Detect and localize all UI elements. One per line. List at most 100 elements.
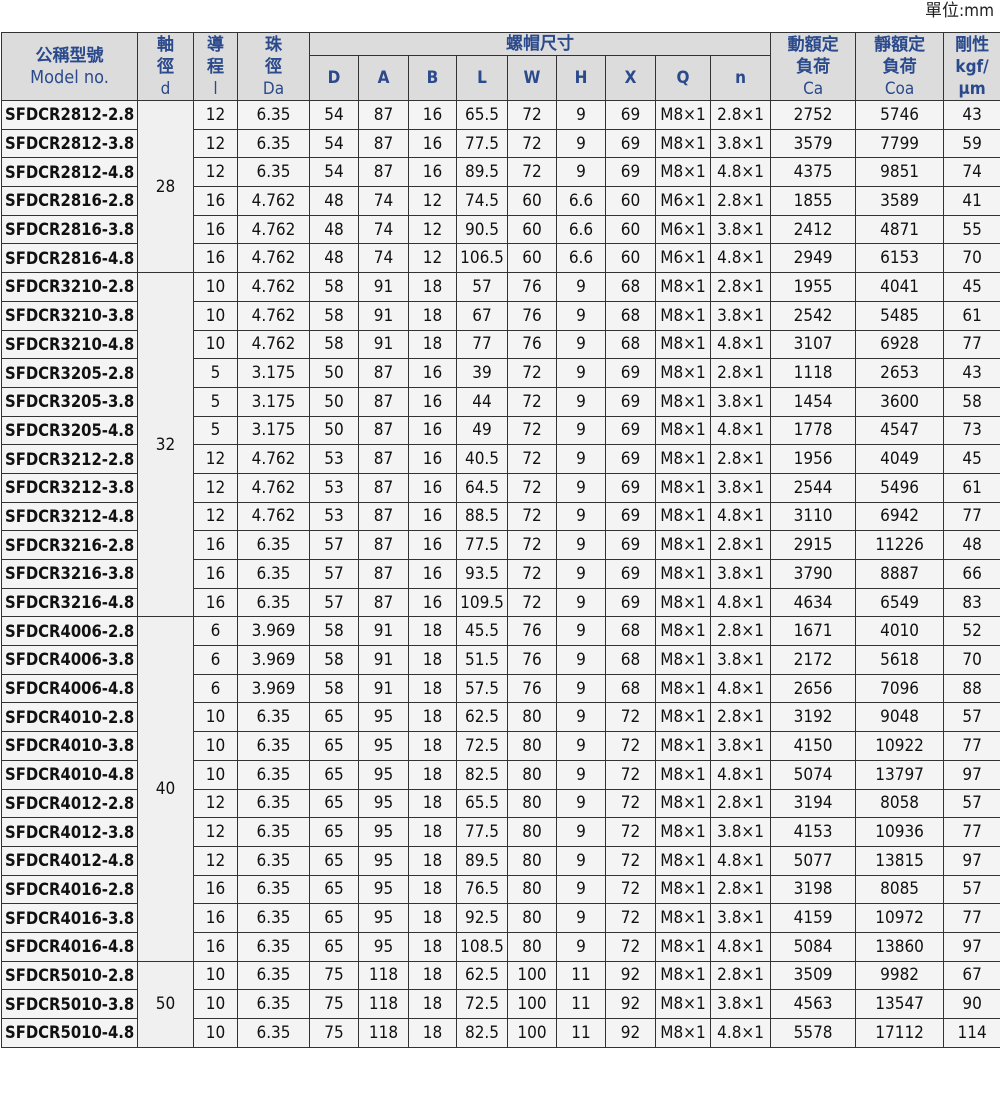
- table-row: SFDCR4012-2.8 12 6.35 65 95 18 65.5 80 9 72 M8×1 2.…: [1, 788, 1000, 819]
- cell: 80: [507, 702, 557, 733]
- cell-shaft-diameter: 40: [137, 616, 194, 962]
- cell: 16: [193, 931, 238, 962]
- cell: 67: [456, 300, 508, 331]
- cell: 12: [193, 817, 238, 847]
- cell: 16: [408, 100, 457, 130]
- cell: 11: [556, 989, 606, 1019]
- table-row: SFDCR2816-3.8 16 4.762 48 74 12 90.5 60 6.6 60 M6×…: [1, 214, 1000, 245]
- cell: 65: [309, 845, 359, 876]
- cell: 2.8×1: [709, 616, 772, 647]
- cell-model: SFDCR4010-2.8: [1, 702, 138, 733]
- cell: 2544: [770, 472, 857, 503]
- table-row: SFDCR3212-3.8 12 4.762 53 87 16 64.5 72 9 69 M8×1 3…: [1, 472, 1000, 503]
- cell: 69: [605, 559, 656, 589]
- cell: 10: [193, 329, 238, 360]
- header-line: μm: [958, 78, 986, 99]
- cell: 16: [193, 530, 238, 560]
- cell: 9: [556, 472, 606, 503]
- cell: 9: [556, 673, 606, 704]
- cell: 6.35: [237, 1018, 310, 1048]
- cell: 80: [507, 759, 557, 790]
- cell-model: SFDCR4016-4.8: [1, 931, 138, 962]
- cell: 67: [943, 960, 1000, 991]
- cell: 1955: [770, 272, 857, 302]
- cell: 68: [605, 329, 656, 360]
- cell-model: SFDCR3212-4.8: [1, 501, 138, 532]
- cell: 109.5: [456, 587, 508, 618]
- cell-model: SFDCR3216-4.8: [1, 587, 138, 618]
- cell: 58: [309, 673, 359, 704]
- table-row: SFDCR3205-3.8 5 3.175 50 87 16 44 72 9 69 M8×1 3.8×…: [1, 386, 1000, 417]
- cell: 16: [408, 444, 457, 474]
- cell: 5: [193, 415, 238, 446]
- cell: 2.8×1: [709, 186, 772, 216]
- header-line: 軸: [157, 34, 174, 55]
- cell: 6.35: [237, 989, 310, 1019]
- cell: 12: [193, 100, 238, 130]
- cell: M8×1: [655, 157, 711, 188]
- cell: 5084: [770, 931, 857, 962]
- cell: 51.5: [456, 645, 508, 675]
- cell: 95: [358, 702, 409, 733]
- cell: 6: [193, 616, 238, 647]
- cell: 6.35: [237, 128, 310, 159]
- cell: 4.8×1: [709, 759, 772, 790]
- cell: 3110: [770, 501, 857, 532]
- cell: 4153: [770, 817, 857, 847]
- cell: M8×1: [655, 1018, 711, 1048]
- header-line: 靜額定: [874, 34, 926, 55]
- cell: 82.5: [456, 1018, 508, 1048]
- cell: 118: [358, 960, 409, 991]
- cell-model: SFDCR2812-3.8: [1, 128, 138, 159]
- cell: 4.8×1: [709, 415, 772, 446]
- cell: 72: [507, 128, 557, 159]
- cell: 18: [408, 960, 457, 991]
- cell: M8×1: [655, 788, 711, 819]
- cell: 18: [408, 845, 457, 876]
- cell: 65: [309, 731, 359, 761]
- cell: 87: [358, 157, 409, 188]
- cell: 2172: [770, 645, 857, 675]
- cell: 5618: [855, 645, 945, 675]
- cell: 5485: [855, 300, 945, 331]
- cell: 69: [605, 501, 656, 532]
- cell: M6×1: [655, 186, 711, 216]
- table-row: SFDCR4016-4.8 16 6.35 65 95 18 108.5 80 9 72 M8×1 4…: [1, 931, 1000, 962]
- cell: 6.35: [237, 702, 310, 733]
- cell: 43: [943, 100, 1000, 130]
- cell: 2.8×1: [709, 960, 772, 991]
- cell: 87: [358, 128, 409, 159]
- cell: 6.35: [237, 559, 310, 589]
- cell: 4159: [770, 903, 857, 933]
- cell: 57: [456, 272, 508, 302]
- cell: 39: [456, 358, 508, 388]
- cell: 55: [943, 214, 1000, 245]
- cell: 9: [556, 128, 606, 159]
- cell: 3.8×1: [709, 214, 772, 245]
- cell: 6.35: [237, 731, 310, 761]
- cell: 54: [309, 157, 359, 188]
- cell: 4.762: [237, 272, 310, 302]
- cell: 7799: [855, 128, 945, 159]
- cell: M8×1: [655, 587, 711, 618]
- cell: 16: [408, 157, 457, 188]
- cell: 9: [556, 731, 606, 761]
- cell: 18: [408, 931, 457, 962]
- cell: 12: [193, 845, 238, 876]
- cell: 6.35: [237, 817, 310, 847]
- cell: 72: [507, 559, 557, 589]
- cell-model: SFDCR2812-4.8: [1, 157, 138, 188]
- cell: 62.5: [456, 702, 508, 733]
- cell: 1454: [770, 386, 857, 417]
- header-nut-H: H: [556, 55, 606, 101]
- cell: 74.5: [456, 186, 508, 216]
- cell: 4049: [855, 444, 945, 474]
- header-line: 動額定: [787, 34, 839, 55]
- cell: 4.8×1: [709, 845, 772, 876]
- cell: 97: [943, 931, 1000, 962]
- cell: 6.35: [237, 788, 310, 819]
- header-line: d: [160, 78, 171, 99]
- cell: 61: [943, 472, 1000, 503]
